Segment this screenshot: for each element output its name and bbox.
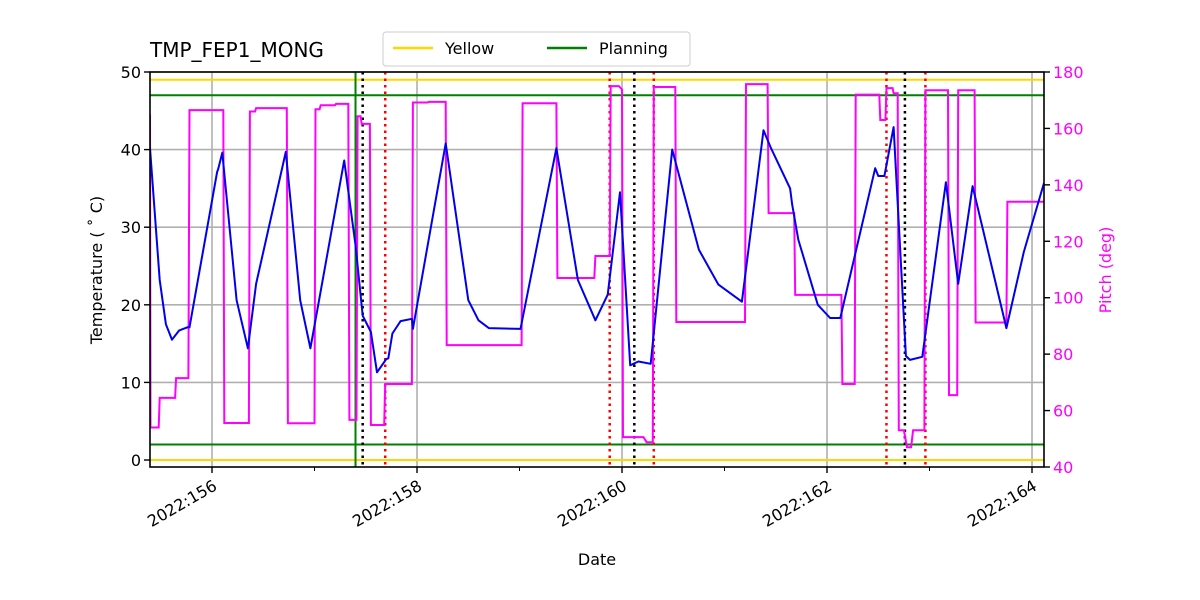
y-tick-label: 0: [131, 451, 141, 470]
y-tick-label: 10: [121, 373, 141, 392]
x-tick-label: 2022:156: [144, 476, 220, 531]
x-tick-label: 2022:164: [964, 476, 1040, 531]
pitch-series-line: [150, 83, 1044, 449]
y2-tick-label: 60: [1053, 402, 1073, 421]
x-axis-label: Date: [578, 550, 616, 569]
y2-tick-label: 80: [1053, 345, 1073, 364]
y2-tick-label: 40: [1053, 458, 1073, 477]
y2-tick-label: 100: [1053, 289, 1084, 308]
temperature-series-line: [150, 126, 1044, 374]
legend: Yellow Planning: [382, 31, 691, 67]
y-tick-label: 50: [121, 63, 141, 82]
y-tick-label: 20: [121, 296, 141, 315]
limit-lines: [150, 78, 1044, 462]
y2-tick-label: 160: [1053, 119, 1084, 138]
y2-tick-label: 180: [1053, 63, 1084, 82]
x-tick-label: 2022:160: [554, 476, 630, 531]
legend-yellow-label: Yellow: [444, 39, 494, 58]
y-axis-label: Temperature ( ˚ C): [87, 196, 106, 345]
y-axis-ticks: 0 10 20 30 40 50: [121, 63, 150, 470]
y2-axis-ticks: 40 60 80 100 120 140 160 180: [1044, 63, 1084, 477]
plot-frame: [149, 71, 1045, 468]
event-lines: [354, 72, 927, 467]
legend-box: [382, 31, 691, 67]
y2-tick-label: 140: [1053, 176, 1084, 195]
grid-lines: [150, 71, 1044, 467]
x-tick-label: 2022:162: [759, 476, 835, 531]
legend-planning-label: Planning: [599, 39, 668, 58]
x-axis-ticks: 2022:156 2022:158 2022:160 2022:162 2022:164: [144, 467, 1040, 531]
y-tick-label: 30: [121, 218, 141, 237]
y2-axis-label: Pitch (deg): [1096, 227, 1115, 314]
x-tick-label: 2022:158: [349, 476, 425, 531]
chart-title: TMP_FEP1_MONG: [149, 38, 324, 62]
y-tick-label: 40: [121, 141, 141, 160]
y2-tick-label: 120: [1053, 232, 1084, 251]
